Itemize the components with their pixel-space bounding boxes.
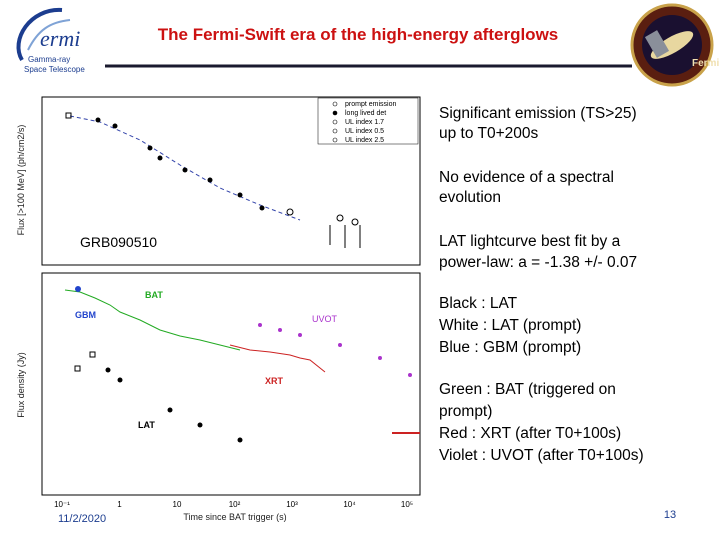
x-tick-label: 10 <box>173 500 182 509</box>
legend-symbol <box>332 119 338 125</box>
x-tick-label: 10⁴ <box>343 500 356 509</box>
legend-symbol <box>332 128 338 134</box>
note-line: Red : XRT (after T0+100s) <box>439 425 621 442</box>
legend-entry: UL index 1.7 <box>345 119 384 126</box>
note-line: Blue : GBM (prompt) <box>439 339 581 356</box>
series-label: GBM <box>75 310 96 320</box>
page-number: 13 <box>664 509 676 521</box>
series-label: LAT <box>138 420 155 430</box>
bottom-panel <box>41 272 421 496</box>
figure: GRB090510 Flux [>100 MeV] (ph/cm2/s) Flu… <box>16 96 421 522</box>
note-line: power-law: a = -1.38 +/- 0.07 <box>439 254 637 271</box>
x-tick-label: 10³ <box>286 500 298 509</box>
slide-title: The Fermi-Swift era of the high-energy a… <box>158 25 559 44</box>
footer-date: 11/2/2020 <box>58 513 106 525</box>
note-line: White : LAT (prompt) <box>439 317 581 334</box>
note-line: Significant emission (TS>25) <box>439 105 637 122</box>
x-tick-label: 10⁵ <box>401 500 413 509</box>
note-line: No evidence of a spectral <box>439 169 614 186</box>
legend-entry: UL index 0.5 <box>345 128 384 135</box>
note-line: Black : LAT <box>439 295 518 312</box>
series-label: BAT <box>145 290 163 300</box>
series-label: XRT <box>265 376 284 386</box>
note-line: LAT lightcurve best fit by a <box>439 233 621 250</box>
legend-symbol <box>332 137 338 143</box>
note-line: prompt) <box>439 403 492 420</box>
note-line: Green : BAT (triggered on <box>439 381 616 398</box>
series-label: UVOT <box>312 314 338 324</box>
patch-text: Fermi <box>692 58 719 69</box>
legend-entry: long lived det <box>345 110 386 117</box>
note-line: up to T0+200s <box>439 125 539 142</box>
y-axis-label: Flux density (Jy) <box>16 352 26 418</box>
logo-line: Space Telescope <box>24 65 85 74</box>
x-tick-label: 10⁻¹ <box>54 500 70 509</box>
logo-name: ermi <box>40 26 80 51</box>
logo-line: Gamma-ray <box>28 55 70 64</box>
fermi-logo: ermi Gamma-ray Space Telescope <box>16 7 85 74</box>
note-line: evolution <box>439 189 501 206</box>
legend-entry: UL index 2.5 <box>345 137 384 144</box>
y-axis-label: Flux [>100 MeV] (ph/cm2/s) <box>16 125 26 236</box>
x-axis-label: Time since BAT trigger (s) <box>183 512 286 522</box>
grb-label: GRB090510 <box>80 234 157 250</box>
x-tick-label: 10² <box>229 500 241 509</box>
legend-entry: prompt emission <box>345 101 396 108</box>
note-line: Violet : UVOT (after T0+100s) <box>439 447 644 464</box>
legend-symbol <box>332 101 338 107</box>
legend-symbol <box>332 110 338 116</box>
x-tick-label: 1 <box>117 500 122 509</box>
mission-patch: Fermi <box>630 3 719 87</box>
